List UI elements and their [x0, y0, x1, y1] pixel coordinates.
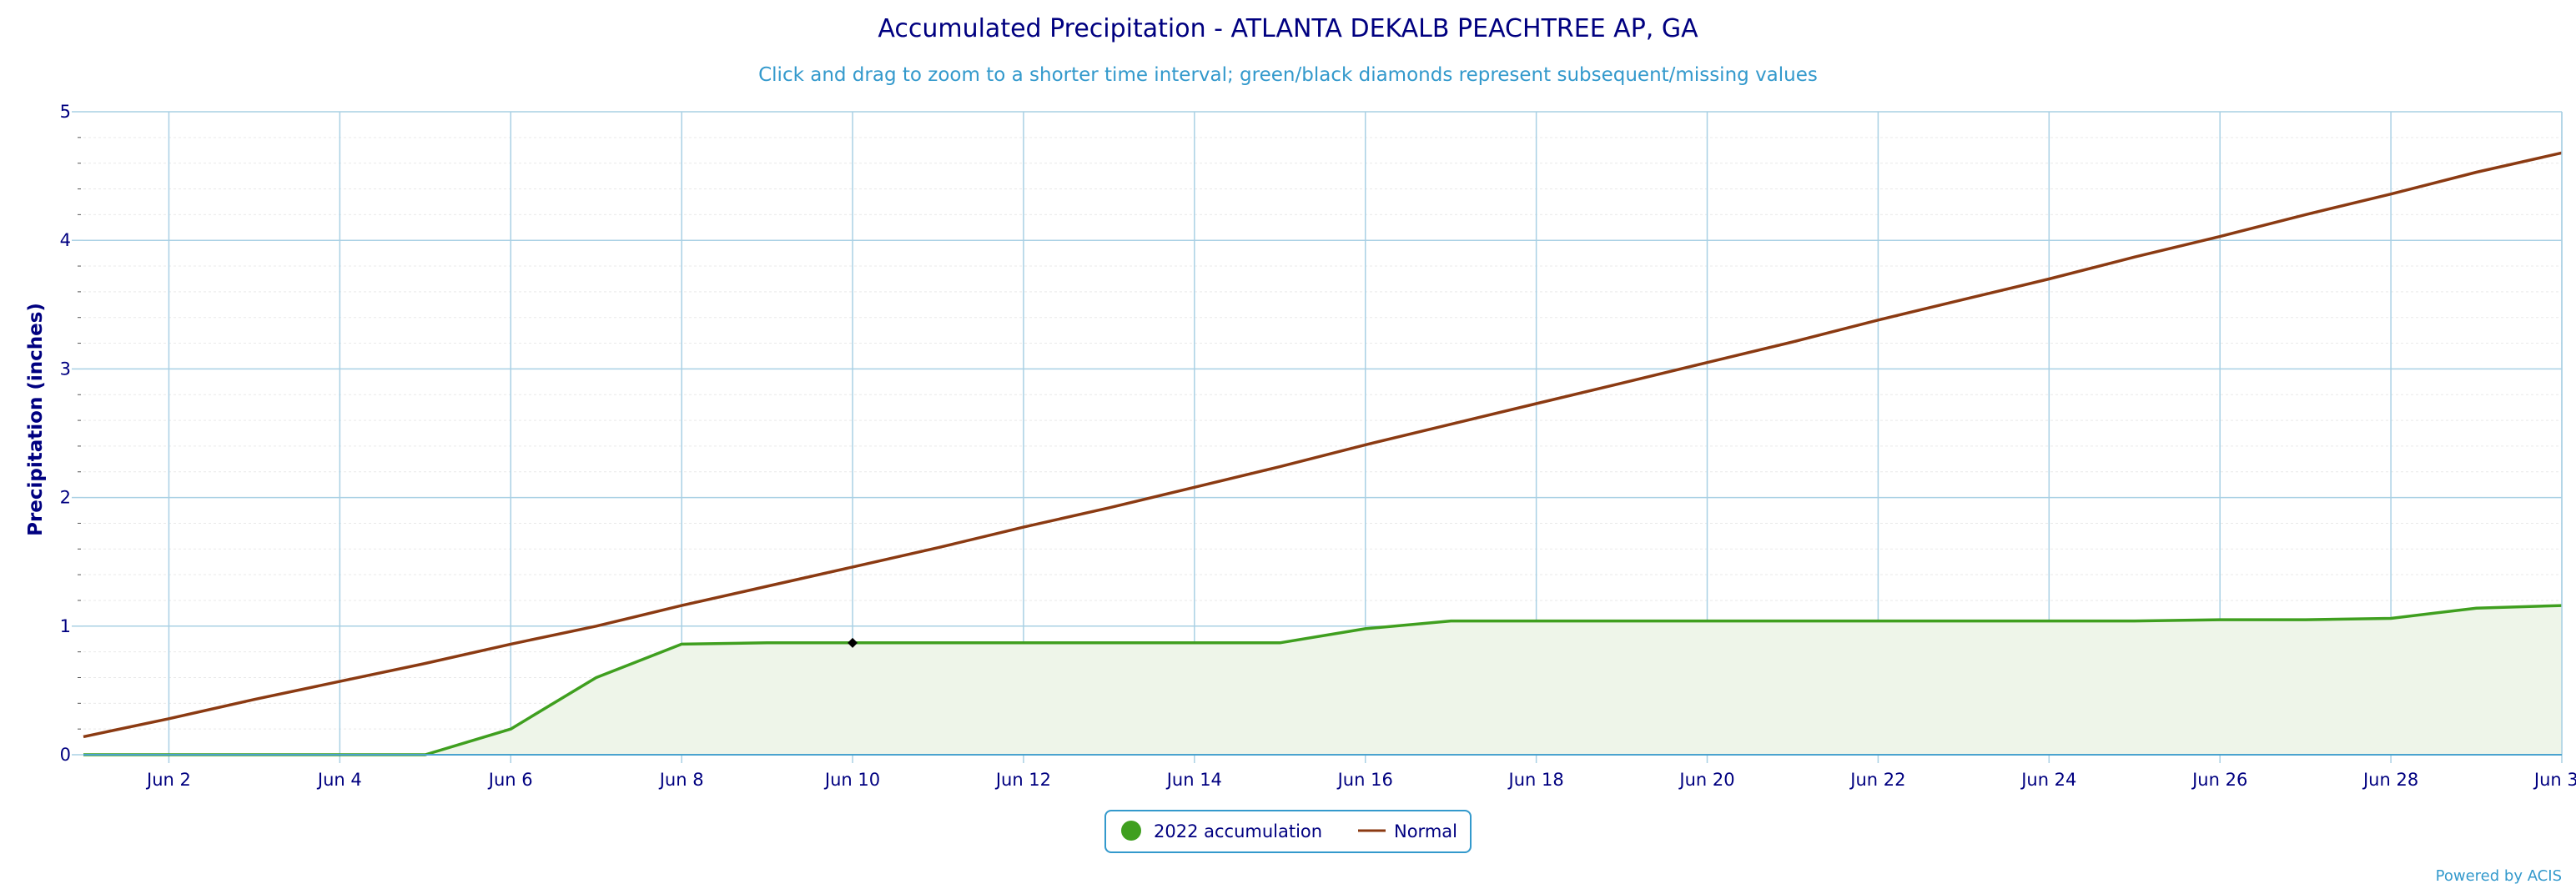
legend-item-normal[interactable]: Normal: [1358, 821, 1457, 841]
data-point-2022-accumulation[interactable]: [2044, 616, 2054, 626]
data-point-normal[interactable]: [1959, 294, 1969, 304]
data-point-normal[interactable]: [2130, 252, 2140, 262]
y-tick-label: 4: [60, 230, 71, 250]
data-point-2022-accumulation[interactable]: [1873, 616, 1883, 626]
x-tick-label: Jun 28: [2362, 770, 2418, 790]
y-tick-label: 1: [60, 616, 71, 636]
y-tick-label: 3: [60, 359, 71, 379]
y-tick-label: 2: [60, 488, 71, 508]
series-line-normal[interactable]: [83, 151, 2563, 739]
x-tick-label: Jun 30: [2533, 770, 2576, 790]
data-point-normal[interactable]: [1361, 439, 1371, 450]
data-point-normal[interactable]: [78, 731, 88, 741]
data-point-normal[interactable]: [933, 543, 943, 553]
data-point-normal[interactable]: [1104, 503, 1114, 513]
legend-item-2022-accumulation[interactable]: 2022 accumulation: [1121, 821, 1322, 841]
x-tick-label: Jun 8: [658, 770, 704, 790]
data-point-2022-accumulation[interactable]: [1959, 616, 1969, 626]
x-tick-label: Jun 20: [1678, 770, 1734, 790]
data-point-2022-accumulation[interactable]: [1617, 616, 1627, 626]
data-point-normal[interactable]: [2472, 167, 2482, 177]
legend-circle-icon: [1121, 821, 1141, 841]
y-tick-label: 5: [60, 102, 71, 122]
data-point-2022-accumulation[interactable]: [1532, 616, 1542, 626]
data-point-normal[interactable]: [762, 581, 772, 591]
data-point-2022-accumulation[interactable]: [762, 638, 772, 648]
data-point-normal[interactable]: [2215, 232, 2225, 242]
credit-link[interactable]: Powered by ACIS: [2436, 867, 2562, 885]
data-point-2022-accumulation[interactable]: [1190, 638, 1200, 648]
data-point-normal[interactable]: [1190, 482, 1200, 492]
y-tick-labels: 0 1 2 3 4 5: [60, 102, 71, 765]
area-2022-accumulation: [83, 605, 2562, 755]
chart-subtitle: Click and drag to zoom to a shorter time…: [758, 64, 1818, 86]
chart-title: Accumulated Precipitation - ATLANTA DEKA…: [878, 14, 1698, 43]
data-point-2022-accumulation[interactable]: [933, 638, 943, 648]
data-point-2022-accumulation[interactable]: [1703, 616, 1713, 626]
x-tick-label: Jun 4: [316, 770, 362, 790]
data-point-normal[interactable]: [2386, 189, 2396, 199]
data-point-normal[interactable]: [1617, 378, 1627, 388]
x-tick-label: Jun 26: [2191, 770, 2247, 790]
data-point-2022-accumulation[interactable]: [1019, 638, 1029, 648]
data-point-2022-accumulation[interactable]: [2472, 603, 2482, 613]
data-point-normal[interactable]: [1788, 337, 1798, 347]
y-axis-label: Precipitation (inches): [25, 303, 47, 536]
series-line-2022-accumulation[interactable]: [83, 604, 2563, 756]
x-tick-label: Jun 16: [1336, 770, 1393, 790]
data-point-normal[interactable]: [848, 562, 858, 572]
data-point-normal[interactable]: [677, 600, 687, 610]
x-tick-label: Jun 10: [823, 770, 880, 790]
data-point-normal[interactable]: [1873, 315, 1883, 325]
area-layer: [83, 605, 2562, 755]
data-point-normal[interactable]: [1019, 522, 1029, 532]
data-point-2022-accumulation[interactable]: [677, 639, 687, 649]
data-point-normal[interactable]: [506, 639, 516, 649]
data-point-2022-accumulation[interactable]: [1788, 616, 1798, 626]
data-point-2022-accumulation[interactable]: [1446, 616, 1456, 626]
data-point-2022-accumulation[interactable]: [2386, 614, 2396, 624]
x-tick-label: Jun 14: [1165, 770, 1222, 790]
legend-label-2022-accumulation: 2022 accumulation: [1154, 821, 1322, 841]
data-point-normal[interactable]: [2301, 209, 2311, 219]
data-point-normal[interactable]: [1703, 358, 1713, 368]
marker-layer: [848, 637, 858, 648]
data-point-2022-accumulation[interactable]: [1275, 638, 1285, 648]
data-point-normal[interactable]: [2044, 274, 2054, 284]
data-point-normal[interactable]: [1275, 462, 1285, 472]
legend[interactable]: 2022 accumulation Normal: [1104, 810, 1472, 853]
y-tick-label: 0: [60, 745, 71, 765]
data-point-normal[interactable]: [1446, 419, 1456, 429]
data-point-normal[interactable]: [249, 695, 259, 705]
axis-layer: [72, 111, 2563, 756]
data-point-normal[interactable]: [1532, 399, 1542, 409]
data-point-normal[interactable]: [420, 659, 430, 669]
data-point-2022-accumulation[interactable]: [2301, 615, 2311, 625]
diamond-marker[interactable]: [848, 637, 858, 648]
x-tick-label: Jun 18: [1507, 770, 1564, 790]
x-tick-label: Jun 22: [1849, 770, 1905, 790]
series-layer: [78, 151, 2563, 756]
data-point-2022-accumulation[interactable]: [1104, 638, 1114, 648]
x-tick-label: Jun 24: [2020, 770, 2076, 790]
x-tick-label: Jun 12: [994, 770, 1051, 790]
data-point-normal[interactable]: [591, 621, 601, 631]
legend-box: [1104, 810, 1472, 853]
legend-label-normal: Normal: [1394, 821, 1457, 841]
data-point-2022-accumulation[interactable]: [2215, 615, 2225, 625]
x-tick-label: Jun 2: [145, 770, 191, 790]
x-tick-label: Jun 6: [487, 770, 533, 790]
data-point-2022-accumulation[interactable]: [591, 672, 601, 682]
data-point-2022-accumulation[interactable]: [1361, 624, 1371, 634]
x-tick-labels: Jun 2 Jun 4 Jun 6 Jun 8 Jun 10 Jun 12 Jun 14 Ju…: [145, 770, 2576, 790]
data-point-2022-accumulation[interactable]: [506, 724, 516, 734]
data-point-2022-accumulation[interactable]: [2130, 616, 2140, 626]
data-point-normal[interactable]: [164, 714, 174, 724]
data-point-normal[interactable]: [335, 676, 345, 686]
